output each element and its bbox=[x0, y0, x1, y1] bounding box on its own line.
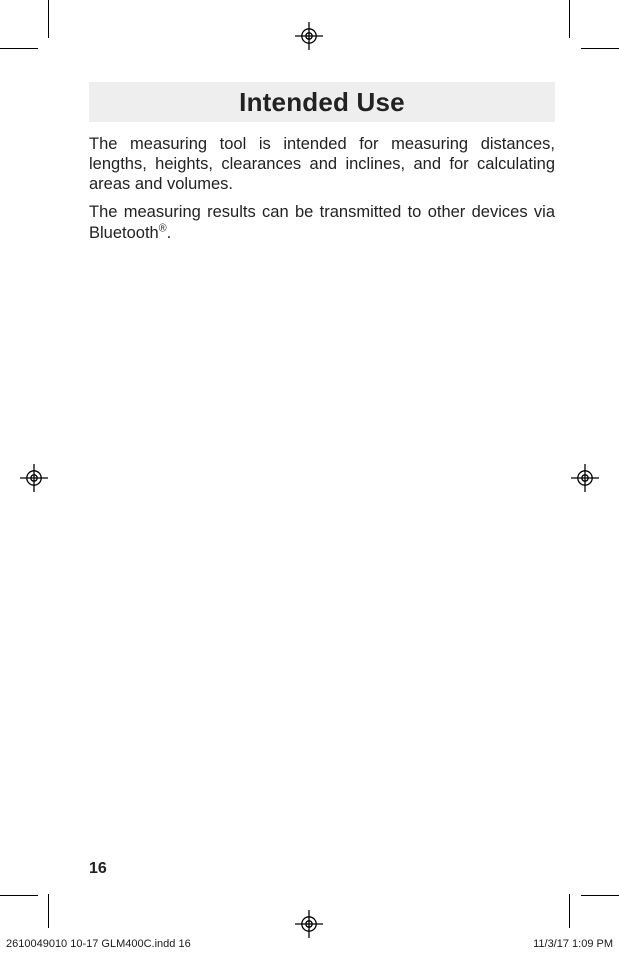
registration-mark-icon bbox=[295, 22, 323, 50]
crop-mark bbox=[48, 894, 49, 928]
crop-mark bbox=[48, 0, 49, 38]
footer-timestamp: 11/3/17 1:09 PM bbox=[533, 938, 613, 950]
crop-mark bbox=[0, 895, 38, 896]
crop-mark bbox=[569, 894, 570, 928]
crop-mark bbox=[569, 0, 570, 38]
crop-mark bbox=[581, 895, 619, 896]
print-footer: 2610049010 10-17 GLM400C.indd 16 11/3/17… bbox=[6, 938, 613, 950]
manual-page: Intended Use The measuring tool is inten… bbox=[0, 0, 619, 956]
content-area: Intended Use The measuring tool is inten… bbox=[89, 82, 555, 243]
registration-mark-icon bbox=[295, 910, 323, 938]
section-heading: Intended Use bbox=[89, 82, 555, 122]
body-paragraph: The measuring tool is intended for measu… bbox=[89, 134, 555, 194]
page-number: 16 bbox=[89, 860, 107, 878]
registration-mark-icon bbox=[20, 464, 48, 492]
footer-file-info: 2610049010 10-17 GLM400C.indd 16 bbox=[6, 938, 191, 950]
registration-mark-icon bbox=[571, 464, 599, 492]
section-heading-text: Intended Use bbox=[239, 87, 405, 117]
crop-mark bbox=[0, 48, 38, 49]
body-paragraph: The measuring results can be transmitted… bbox=[89, 202, 555, 242]
crop-mark bbox=[581, 48, 619, 49]
